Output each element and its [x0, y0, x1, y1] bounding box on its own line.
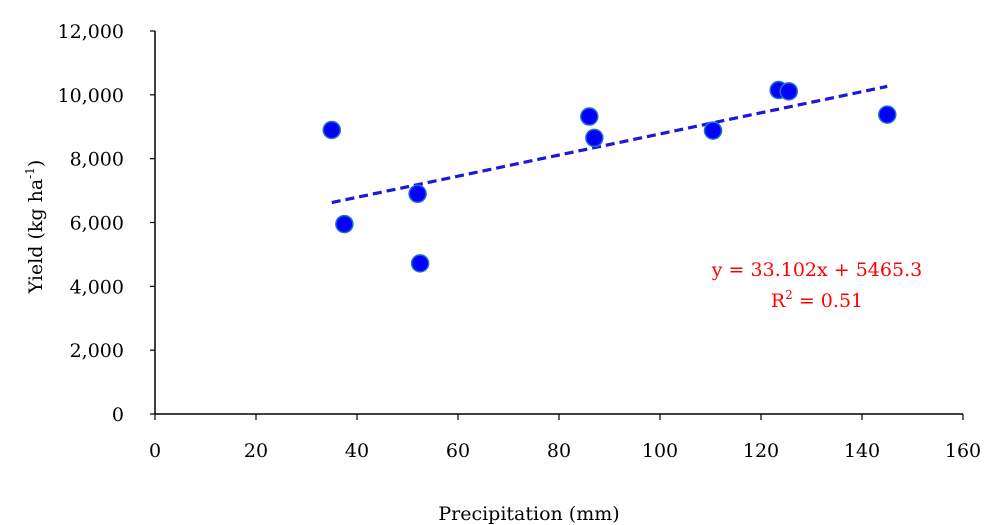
y-axis-title-main: Yield (kg ha	[25, 179, 47, 295]
x-tick-label: 20	[244, 440, 268, 462]
trendline-group	[331, 84, 888, 205]
y-axis-title: Yield (kg ha-1)	[23, 160, 47, 295]
x-axis-title: Precipitation (mm)	[438, 503, 619, 525]
x-axis: 0 20 40 60 80 100 120 140 160	[149, 413, 981, 462]
y-tick-label: 6,000	[70, 213, 124, 235]
y-tick-label: 0	[112, 404, 124, 426]
y-axis: 0 2,000 4,000 6,000 8,000 10,000 12,000	[58, 21, 156, 426]
trendline	[331, 84, 888, 205]
y-tick-label: 10,000	[58, 85, 124, 107]
y-axis-title-end: )	[25, 160, 47, 167]
r-squared-label: R2 = 0.51	[771, 288, 863, 312]
data-point	[703, 121, 723, 140]
y-tick-label: 12,000	[58, 21, 124, 43]
data-point	[410, 254, 430, 273]
r-squared-value: = 0.51	[793, 290, 863, 312]
x-tick-label: 140	[844, 440, 880, 462]
y-axis-title-sup: -1	[23, 167, 37, 179]
data-point	[779, 82, 799, 101]
data-point	[335, 214, 354, 234]
x-tick-label: 80	[547, 440, 571, 462]
y-tick-label: 4,000	[70, 276, 124, 298]
data-point	[580, 107, 599, 126]
trendline-equation: y = 33.102x + 5465.3	[711, 259, 922, 281]
r-squared-sup: 2	[785, 288, 793, 302]
y-tick-label: 2,000	[70, 340, 124, 362]
data-points	[322, 80, 897, 273]
x-tick-label: 0	[149, 440, 161, 462]
x-tick-label: 160	[945, 440, 981, 462]
x-tick-label: 100	[642, 440, 678, 462]
x-tick-label: 60	[446, 440, 470, 462]
y-tick-label: 8,000	[70, 149, 124, 171]
r-squared-r: R	[771, 290, 786, 312]
x-tick-label: 120	[743, 440, 779, 462]
data-point	[878, 105, 897, 124]
data-point	[585, 128, 604, 148]
data-point	[322, 120, 341, 140]
data-point	[408, 184, 427, 204]
x-tick-label: 40	[345, 440, 369, 462]
